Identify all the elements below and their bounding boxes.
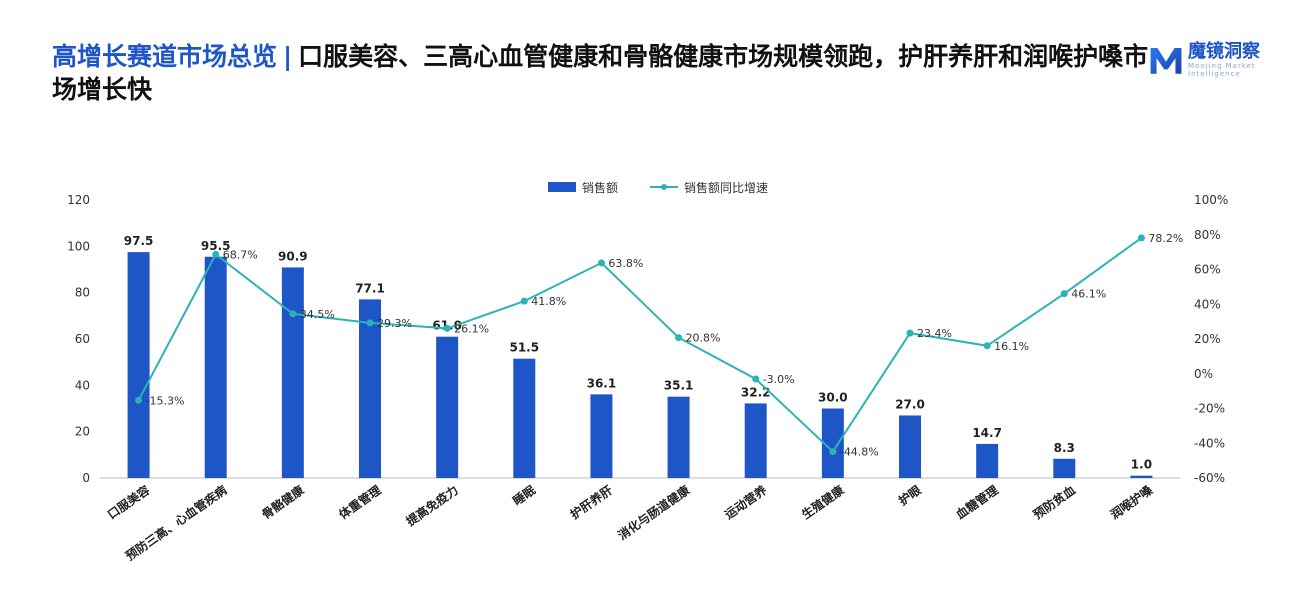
growth-point <box>752 375 760 383</box>
bar-value-label: 90.9 <box>278 249 308 263</box>
bar <box>590 394 613 478</box>
bar-value-label: 8.3 <box>1054 441 1075 455</box>
bar <box>1053 458 1076 478</box>
bar-value-label: 1.0 <box>1131 458 1152 472</box>
bar <box>976 443 999 478</box>
y-right-tick-label: -40% <box>1194 436 1225 450</box>
bar-value-label: 32.2 <box>741 385 771 399</box>
y-left-tick-label: 40 <box>75 378 90 392</box>
growth-pct-label: 34.5% <box>300 308 335 321</box>
category-label: 体重管理 <box>336 482 384 522</box>
bar-value-label: 77.1 <box>355 281 385 295</box>
y-left-tick-label: 120 <box>67 193 90 207</box>
growth-point <box>1137 234 1145 242</box>
category-label: 骨骼健康 <box>259 482 308 522</box>
category-label: 消化与肠道健康 <box>615 482 693 543</box>
category-label: 口服美容 <box>104 482 152 522</box>
growth-pct-label: 78.2% <box>1148 232 1183 245</box>
growth-point <box>135 396 143 404</box>
title-separator: | <box>283 42 293 71</box>
y-right-tick-label: 20% <box>1194 332 1221 346</box>
bar <box>281 267 304 478</box>
y-right-tick-label: 40% <box>1194 297 1221 311</box>
bar-value-label: 35.1 <box>664 379 694 393</box>
category-label: 血糖管理 <box>953 482 1001 522</box>
bar <box>744 403 767 478</box>
growth-pct-label: 29.3% <box>377 317 412 330</box>
y-left-tick-label: 60 <box>75 332 90 346</box>
bar <box>359 299 381 478</box>
growth-pct-label: 26.1% <box>454 322 489 335</box>
growth-pct-label: 46.1% <box>1071 288 1106 301</box>
bar-value-label: 30.0 <box>818 391 848 405</box>
y-right-tick-label: -20% <box>1194 402 1225 416</box>
bar <box>436 336 459 478</box>
bar <box>821 408 844 478</box>
y-right-tick-label: 80% <box>1194 228 1221 242</box>
category-label: 护肝养肝 <box>567 482 615 522</box>
y-right-tick-label: 60% <box>1194 263 1221 277</box>
bar-value-label: 36.1 <box>587 376 617 390</box>
category-label: 预防贫血 <box>1030 482 1078 522</box>
bar <box>127 252 150 478</box>
category-label: 护眼 <box>895 482 923 508</box>
y-left-tick-label: 0 <box>82 471 90 485</box>
bar-value-label: 27.0 <box>895 397 925 411</box>
legend-label: 销售额 <box>582 180 618 195</box>
bar <box>1130 475 1153 478</box>
header: 高增长赛道市场总览 | 口服美容、三高心血管健康和骨骼健康市场规模领跑，护肝养肝和润… <box>52 40 1152 106</box>
logo-m-icon <box>1150 47 1182 74</box>
growth-pct-label: 68.7% <box>223 248 258 261</box>
title-lead: 高增长赛道市场总览 <box>52 42 278 71</box>
y-left-tick-label: 20 <box>75 425 90 439</box>
bar-value-label: 51.5 <box>509 341 539 355</box>
category-label: 生殖健康 <box>799 482 848 522</box>
legend-label: 销售额同比增速 <box>684 180 768 195</box>
title-rest: 口服美容、三高心血管健康和骨骼健康市场规模领跑，护肝养肝和润喉护嗓市场增长快 <box>52 42 1149 104</box>
growth-pct-label: 20.8% <box>686 332 721 345</box>
bar-value-label: 95.5 <box>201 239 231 253</box>
growth-point <box>212 250 220 258</box>
growth-point <box>675 334 683 342</box>
bar <box>204 256 227 478</box>
growth-point <box>1060 290 1068 298</box>
category-label: 提高免疫力 <box>403 482 461 529</box>
logo-subtitle: Moojing Market Intelligence <box>1188 62 1256 78</box>
growth-point <box>443 324 451 332</box>
page-title: 高增长赛道市场总览 | 口服美容、三高心血管健康和骨骼健康市场规模领跑，护肝养肝和润… <box>52 40 1152 106</box>
y-right-tick-label: -60% <box>1194 471 1225 485</box>
growth-point <box>829 448 837 456</box>
growth-pct-label: -15.3% <box>146 394 185 407</box>
bar-value-label: 14.7 <box>972 426 1002 440</box>
growth-pct-label: -3.0% <box>763 373 795 386</box>
growth-point <box>983 342 991 350</box>
bar-value-label: 97.5 <box>124 234 154 248</box>
logo-name: 魔镜洞察 <box>1188 41 1261 62</box>
y-left-tick-label: 80 <box>75 286 90 300</box>
growth-point <box>597 259 605 267</box>
growth-pct-label: 16.1% <box>994 340 1029 353</box>
category-label: 润喉护嗓 <box>1107 482 1156 522</box>
legend-line-marker <box>661 184 667 190</box>
bar <box>513 358 536 478</box>
growth-point <box>906 329 914 337</box>
y-left-tick-label: 100 <box>67 239 90 253</box>
category-label: 睡眠 <box>510 482 538 508</box>
legend-bar-swatch <box>548 182 576 192</box>
brand-logo: 魔镜洞察 Moojing Market Intelligence <box>1148 40 1294 80</box>
bar <box>899 415 921 478</box>
growth-pct-label: -44.8% <box>840 446 879 459</box>
growth-pct-label: 23.4% <box>917 327 952 340</box>
y-right-tick-label: 0% <box>1194 367 1213 381</box>
growth-line <box>137 237 1143 454</box>
bar <box>667 396 690 478</box>
category-label: 运动营养 <box>721 482 769 522</box>
sales-chart: 0 20 40 60 80 100 120 -60% -40% -20% 0% 20% 40% 60% 80… <box>67 180 1228 563</box>
growth-point <box>366 319 374 327</box>
growth-pct-label: 63.8% <box>608 257 643 270</box>
growth-point <box>289 310 297 318</box>
growth-pct-label: 41.8% <box>531 295 566 308</box>
growth-point <box>520 297 528 305</box>
y-right-tick-label: 100% <box>1194 193 1228 207</box>
